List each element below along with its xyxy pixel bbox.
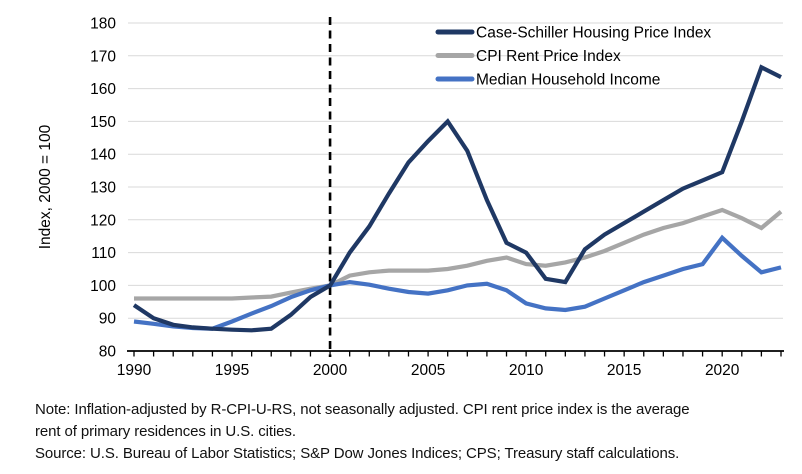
y-tick-label-120: 120: [90, 212, 116, 229]
series-line-median-household-income: [133, 234, 782, 331]
plot-area: 80 90 100 110 120 130 140 150 160 170 180 1990 1995 2…: [90, 16, 784, 379]
chart-canvas: 80 90 100 110 120 130 140 150 160 170 180 1990 1995 2…: [37, 16, 784, 379]
y-tick-label-110: 110: [91, 245, 116, 262]
x-tick-label-2015: 2015: [607, 362, 641, 379]
x-tick-label-2000: 2000: [313, 362, 348, 379]
note-line-1: Note: Inflation-adjusted by R-CPI-U-RS, …: [35, 401, 690, 418]
y-tick-label-80: 80: [99, 344, 117, 361]
y-tick-label-170: 170: [90, 48, 116, 65]
legend-label: CPI Rent Price Index: [476, 48, 621, 65]
legend: Case-Schiller Housing Price Index CPI Re…: [435, 25, 711, 89]
legend-item: Median Household Income: [435, 72, 660, 89]
y-tick-label-90: 90: [99, 311, 117, 328]
x-tick-label-2010: 2010: [509, 362, 544, 379]
legend-item: Case-Schiller Housing Price Index: [435, 25, 711, 42]
y-tick-label-100: 100: [90, 278, 116, 295]
chart-notes: Note: Inflation-adjusted by R-CPI-U-RS, …: [35, 399, 795, 465]
legend-label: Median Household Income: [476, 72, 660, 89]
note-line-2: rent of primary residences in U.S. citie…: [35, 423, 296, 440]
y-tick-label-150: 150: [90, 114, 116, 131]
x-tick-label-1990: 1990: [117, 362, 152, 379]
legend-item: CPI Rent Price Index: [435, 48, 621, 65]
y-tick-label-140: 140: [90, 147, 116, 164]
y-tick-label-180: 180: [90, 16, 116, 33]
y-tick-label-160: 160: [90, 81, 116, 98]
legend-label: Case-Schiller Housing Price Index: [476, 25, 711, 42]
note-line-3: Source: U.S. Bureau of Labor Statistics;…: [35, 445, 680, 462]
y-axis-title: Index, 2000 = 100: [37, 124, 54, 249]
y-tick-label-130: 130: [90, 180, 116, 197]
x-tick-label-2020: 2020: [705, 362, 740, 379]
x-tick-label-1995: 1995: [215, 362, 249, 379]
series-line-case-schiller-housing-price-index: [132, 64, 782, 333]
series-line-cpi-rent-price-index: [134, 207, 783, 301]
x-tick-label-2005: 2005: [411, 362, 445, 379]
